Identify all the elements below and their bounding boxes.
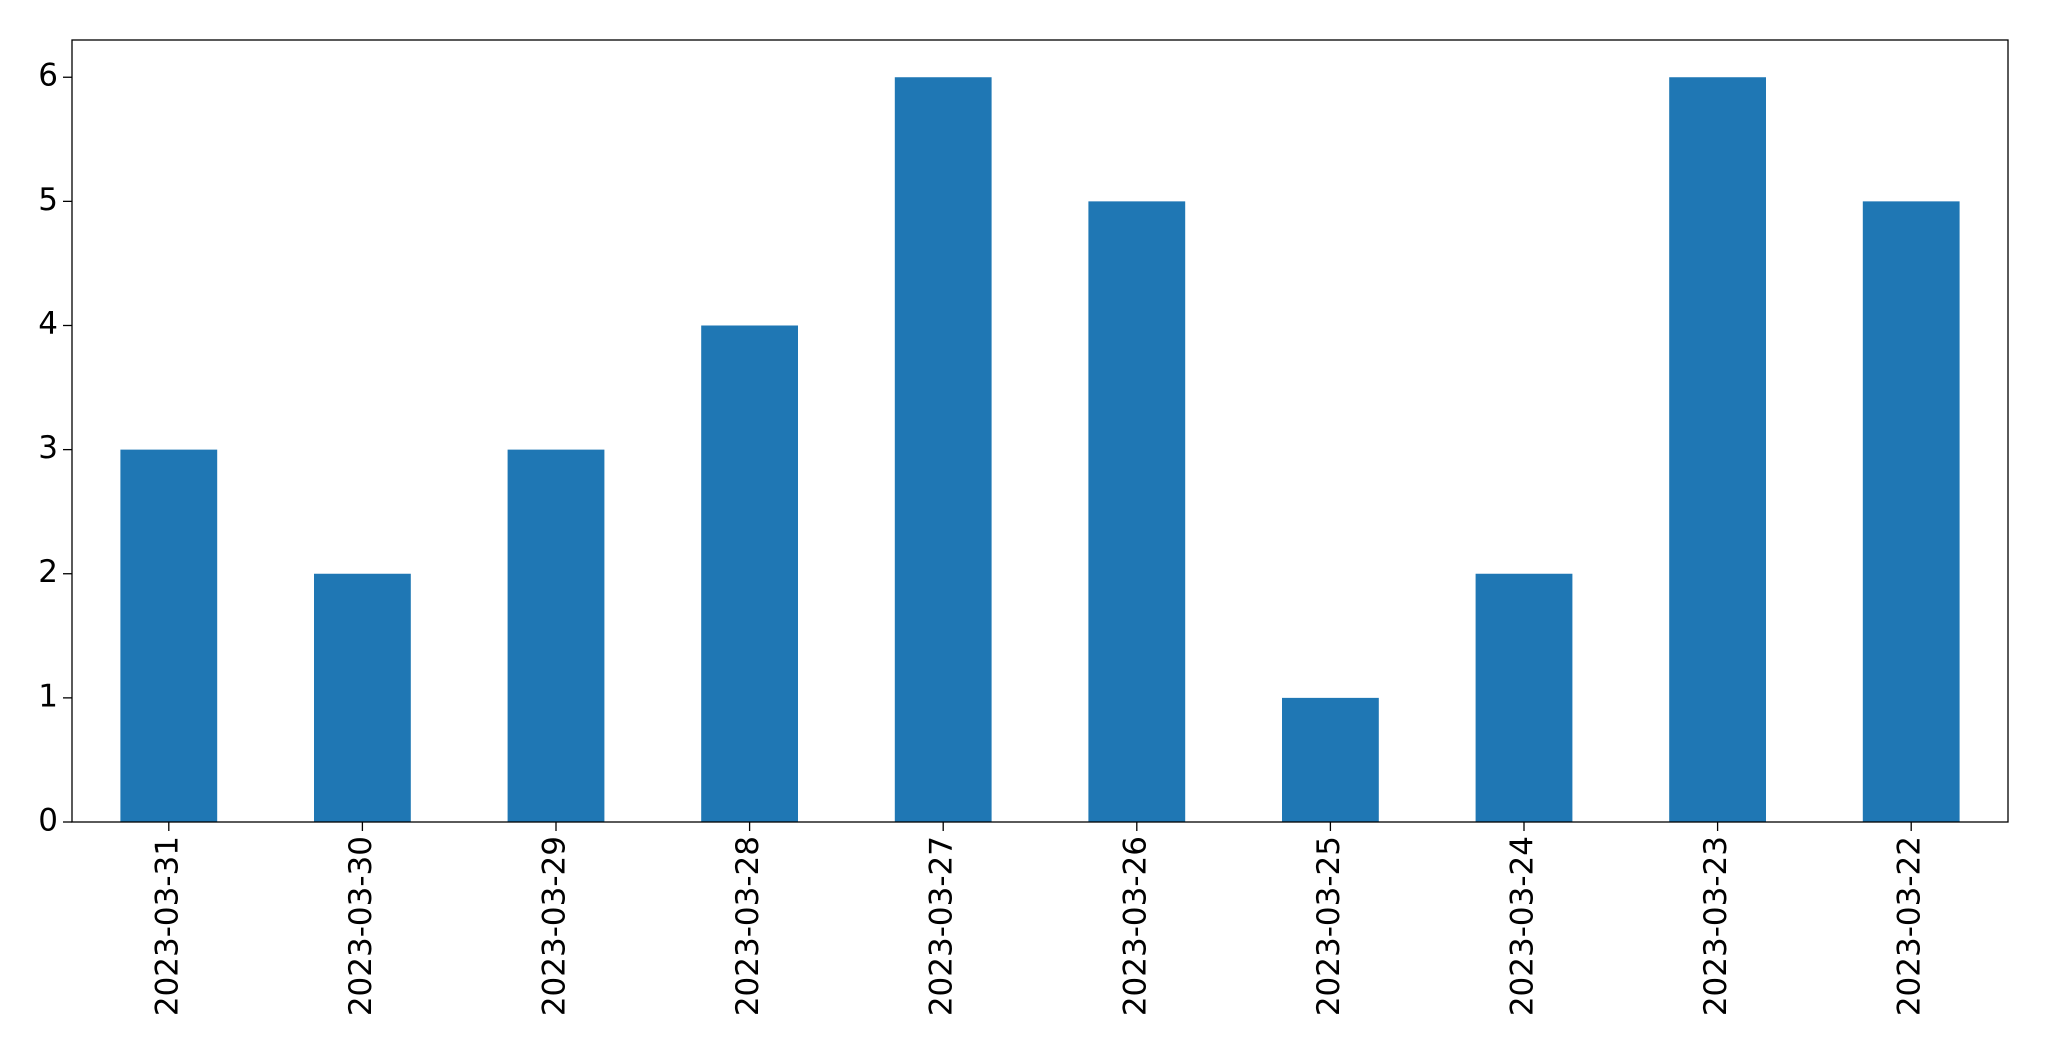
bar: [894, 77, 992, 822]
bar: [120, 449, 218, 822]
x-tick-label: 2023-03-24: [1505, 836, 1541, 1016]
y-tick-label: 6: [38, 58, 58, 94]
x-tick-label: 2023-03-28: [730, 836, 766, 1016]
bar: [314, 573, 411, 822]
bar: [701, 325, 798, 822]
bar: [1862, 201, 1960, 822]
x-tick-label: 2023-03-25: [1311, 836, 1347, 1016]
x-tick-label: 2023-03-30: [343, 836, 379, 1016]
x-tick-label: 2023-03-26: [1117, 836, 1153, 1016]
y-tick-label: 3: [38, 430, 58, 466]
x-tick-label: 2023-03-29: [537, 836, 573, 1016]
x-tick-label: 2023-03-23: [1698, 836, 1734, 1016]
axes-frame: [71, 39, 2009, 823]
y-tick-label: 2: [38, 554, 58, 590]
bar: [1475, 573, 1573, 822]
y-tick-label: 5: [38, 182, 58, 218]
x-tick-label: 2023-03-27: [924, 836, 960, 1016]
y-tick-label: 4: [38, 306, 58, 342]
bar: [1669, 77, 1766, 822]
bar: [507, 449, 605, 822]
bar: [1282, 697, 1379, 822]
y-tick-label: 0: [38, 803, 58, 839]
x-tick-label: 2023-03-22: [1892, 836, 1928, 1016]
y-tick-label: 1: [38, 678, 58, 714]
x-tick-label: 2023-03-31: [149, 836, 185, 1016]
bar: [1088, 201, 1186, 822]
